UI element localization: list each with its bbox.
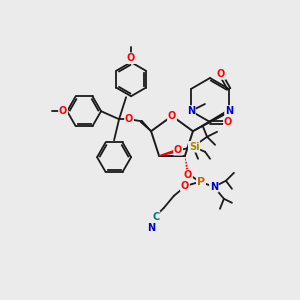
Text: O: O — [127, 53, 135, 63]
Text: N: N — [210, 182, 218, 192]
Text: O: O — [184, 170, 192, 180]
Polygon shape — [159, 150, 177, 156]
Text: O: O — [224, 117, 232, 127]
Text: O: O — [125, 114, 133, 124]
Text: O: O — [174, 145, 182, 155]
Text: C: C — [152, 212, 160, 222]
Polygon shape — [140, 121, 151, 131]
Text: O: O — [181, 181, 189, 191]
Text: Si: Si — [189, 142, 200, 152]
Text: N: N — [225, 106, 233, 116]
Text: P: P — [197, 177, 205, 187]
Text: O: O — [168, 111, 176, 121]
Text: N: N — [147, 223, 155, 233]
Text: O: O — [217, 69, 225, 79]
Text: O: O — [59, 106, 67, 116]
Text: N: N — [187, 106, 195, 116]
Polygon shape — [193, 110, 230, 131]
